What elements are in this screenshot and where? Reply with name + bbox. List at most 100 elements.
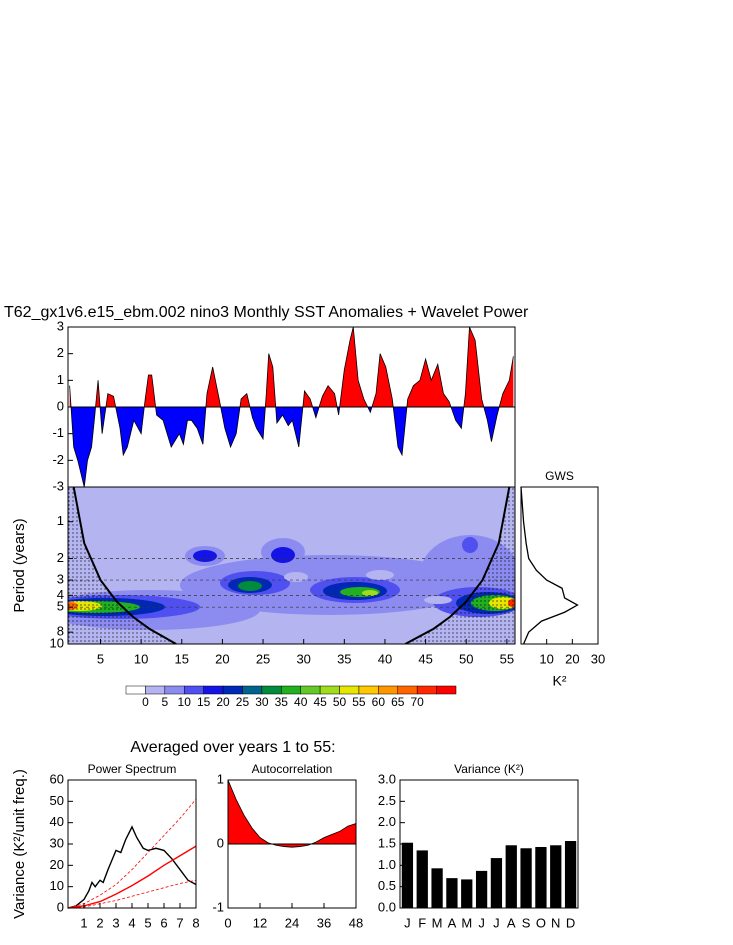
y-tick-label: 1.0 bbox=[378, 857, 396, 872]
bar bbox=[550, 845, 562, 908]
x-tick-label: 25 bbox=[256, 651, 270, 666]
y-tick-label: 5 bbox=[57, 599, 64, 614]
y-tick-label: 3.0 bbox=[378, 771, 396, 786]
x-tick-label: 30 bbox=[591, 651, 605, 666]
coi-curve bbox=[72, 487, 177, 644]
x-tick-label: 3 bbox=[112, 915, 119, 930]
x-tick-label: M bbox=[461, 915, 472, 930]
colorbar-label: 0 bbox=[142, 695, 149, 709]
x-tick-label: 20 bbox=[215, 651, 229, 666]
colorbar-label: 10 bbox=[178, 695, 192, 709]
gws-line bbox=[520, 486, 579, 645]
spectrum-line bbox=[67, 879, 197, 909]
x-tick-label: D bbox=[566, 915, 575, 930]
main-title: T62_gx1v6.e15_ebm.002 nino3 Monthly SST … bbox=[4, 304, 529, 321]
x-tick-label: 45 bbox=[418, 651, 432, 666]
y-tick-label: 4 bbox=[57, 587, 64, 602]
subheading: Averaged over years 1 to 55: bbox=[130, 739, 335, 756]
x-tick-label: 8 bbox=[192, 915, 199, 930]
panel-title: Power Spectrum bbox=[88, 762, 177, 776]
y-tick-label: 0.5 bbox=[378, 878, 396, 893]
y-tick-label: 20 bbox=[50, 857, 64, 872]
bar bbox=[564, 841, 577, 908]
negative-area bbox=[228, 844, 356, 848]
colorbar-label: 15 bbox=[197, 695, 211, 709]
x-tick-label: M bbox=[432, 915, 443, 930]
y-tick-label: 2.0 bbox=[378, 814, 396, 829]
y-tick-label: 8 bbox=[57, 624, 64, 639]
colorbar-swatch bbox=[183, 685, 204, 695]
plot-frame bbox=[67, 486, 516, 645]
x-tick-label: 4 bbox=[128, 915, 135, 930]
x-tick-label: 12 bbox=[253, 915, 267, 930]
colorbar-swatch bbox=[242, 685, 263, 695]
colorbar-label: 40 bbox=[294, 695, 308, 709]
colorbar-swatch bbox=[397, 685, 418, 695]
y-tick-label: -1 bbox=[52, 425, 64, 440]
colorbar-label: 70 bbox=[410, 695, 424, 709]
colorbar-swatch bbox=[358, 685, 379, 695]
y-tick-label: 0 bbox=[217, 835, 224, 850]
x-tick-label: 35 bbox=[337, 651, 351, 666]
x-tick-label: S bbox=[522, 915, 531, 930]
colorbar-swatch bbox=[378, 685, 399, 695]
x-tick-label: 48 bbox=[349, 915, 363, 930]
x-tick-label: A bbox=[507, 915, 516, 930]
y-tick-label: 1.5 bbox=[378, 835, 396, 850]
y-tick-label: 1 bbox=[217, 771, 224, 786]
colorbar-label: 45 bbox=[313, 695, 327, 709]
x-tick-label: J bbox=[478, 915, 485, 930]
plot-frame bbox=[67, 779, 197, 909]
x-tick-label: J bbox=[404, 915, 411, 930]
x-tick-label: 2 bbox=[96, 915, 103, 930]
x-tick-label: 36 bbox=[317, 915, 331, 930]
colorbar-swatch bbox=[300, 685, 321, 695]
x-tick-label: N bbox=[551, 915, 560, 930]
colorbar-label: 30 bbox=[255, 695, 269, 709]
x-tick-label: 5 bbox=[97, 651, 104, 666]
bar bbox=[461, 879, 473, 908]
y-tick-label: 2 bbox=[57, 345, 64, 360]
bar bbox=[505, 845, 517, 908]
x-tick-label: 20 bbox=[565, 651, 579, 666]
x-tick-label: 6 bbox=[160, 915, 167, 930]
y-tick-label: 1 bbox=[57, 372, 64, 387]
coi-stipple bbox=[68, 487, 177, 644]
x-tick-label: 55 bbox=[500, 651, 514, 666]
x-tick-label: 40 bbox=[378, 651, 392, 666]
x-tick-label: 50 bbox=[459, 651, 473, 666]
bar bbox=[431, 868, 443, 908]
colorbar-label: 5 bbox=[161, 695, 168, 709]
y-tick-label: -3 bbox=[52, 478, 64, 493]
y-tick-label: 1 bbox=[57, 513, 64, 528]
y-axis-label: Variance (K²/unit freq.) bbox=[11, 769, 28, 919]
spectrum-line bbox=[67, 798, 197, 909]
colorbar-swatch bbox=[164, 685, 185, 695]
y-tick-label: 0.0 bbox=[378, 899, 396, 914]
colorbar-label: 65 bbox=[391, 695, 405, 709]
panel-title: GWS bbox=[545, 469, 574, 483]
y-tick-label: 2 bbox=[57, 550, 64, 565]
outline bbox=[227, 779, 357, 848]
negative-area bbox=[69, 407, 514, 487]
colorbar-label: 35 bbox=[275, 695, 289, 709]
colorbar-swatch bbox=[436, 685, 457, 695]
bar bbox=[446, 878, 458, 908]
x-tick-label: O bbox=[536, 915, 546, 930]
bar bbox=[401, 842, 414, 908]
x-tick-label: 15 bbox=[175, 651, 189, 666]
y-tick-label: 60 bbox=[50, 771, 64, 786]
y-tick-label: 50 bbox=[50, 793, 64, 808]
y-tick-label: 0 bbox=[57, 398, 64, 413]
colorbar-label: 25 bbox=[236, 695, 250, 709]
colorbar-swatch bbox=[416, 685, 437, 695]
y-tick-label: 3 bbox=[57, 572, 64, 587]
colorbar-swatch bbox=[261, 685, 282, 695]
x-axis-label: K² bbox=[553, 673, 567, 689]
colorbar-label: 60 bbox=[372, 695, 386, 709]
y-tick-label: 40 bbox=[50, 814, 64, 829]
bar bbox=[475, 870, 488, 908]
positive-area bbox=[228, 780, 356, 844]
x-tick-label: 5 bbox=[144, 915, 151, 930]
